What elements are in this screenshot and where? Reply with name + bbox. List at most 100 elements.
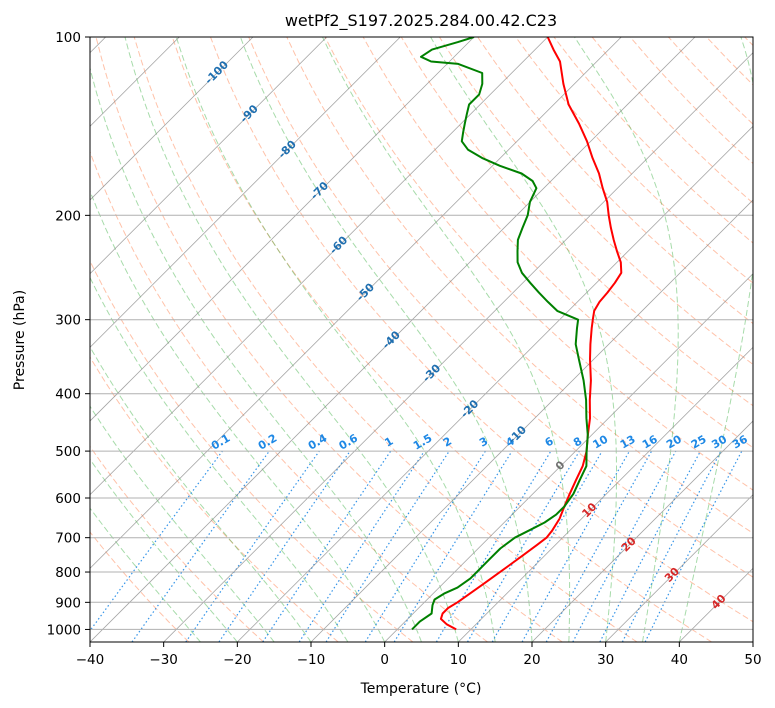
isotherm-label: 0: [553, 458, 568, 473]
x-tick-label: −10: [297, 652, 326, 668]
mixing-ratio-label: 13: [618, 433, 638, 452]
isotherm-label: 40: [709, 592, 729, 612]
mixing-ratio-line: [185, 450, 320, 642]
mixing-ratio-label: 0.4: [306, 431, 330, 452]
y-tick-label: 700: [55, 531, 81, 547]
isotherm-gridline: [237, 125, 753, 642]
mixing-ratio-label: 16: [640, 432, 660, 451]
y-axis: 100 200 300 400 500 600 700 800 900 1000: [47, 30, 90, 638]
isotherm-label: -90: [238, 102, 261, 125]
mixing-ratio-label: 25: [689, 433, 709, 452]
moist-adiabat: [574, 37, 679, 642]
x-axis: −40 −30 −20 −10 0 10 20 30 40 50: [76, 642, 762, 668]
isotherm-gridline: [531, 420, 753, 642]
mixing-ratio-line: [325, 450, 450, 642]
dry-adiabat: [95, 37, 563, 642]
mixing-ratio-line: [644, 450, 743, 642]
x-axis-label: Temperature (°C): [360, 681, 482, 697]
moist-adiabat: [239, 37, 533, 642]
plot-frame: [89, 36, 754, 643]
y-tick-label: 800: [55, 565, 81, 581]
y-tick-label: 900: [55, 595, 81, 611]
mixing-ratio-label: 10: [590, 432, 610, 451]
moist-adiabat: [175, 37, 496, 642]
isotherm-label: -50: [354, 280, 377, 303]
reference-lines: [90, 37, 753, 642]
isotherm-gridline: [163, 52, 753, 642]
mixing-ratio-line: [572, 450, 677, 642]
dry-adiabat: [744, 37, 753, 47]
isotherm-gridline: [605, 494, 753, 642]
series-line-2: [411, 37, 589, 631]
isotherm-label: -40: [380, 328, 403, 351]
y-tick-label: 100: [55, 30, 81, 46]
isotherm-gridline: [90, 37, 475, 422]
dry-adiabat: [171, 37, 712, 642]
isotherm-label: 30: [662, 565, 682, 585]
dry-adiabat: [668, 37, 753, 125]
y-tick-label: 500: [55, 444, 81, 460]
dry-adiabat: [706, 37, 753, 86]
mixing-ratio-line: [298, 450, 425, 642]
x-tick-label: 20: [523, 652, 540, 668]
y-tick-label: 600: [55, 491, 81, 507]
mixing-ratio-line: [545, 450, 653, 642]
dry-adiabat: [90, 356, 339, 642]
moist-adiabat: [678, 37, 753, 642]
x-tick-label: 0: [380, 652, 389, 668]
y-tick-label: 1000: [47, 622, 81, 638]
mixing-ratio-line: [521, 450, 631, 642]
isotherm-gridline: [310, 199, 753, 642]
mixing-ratio-label: 30: [709, 432, 729, 451]
chart-title: wetPf2_S197.2025.284.00.42.C23: [285, 11, 557, 31]
mixing-ratio-line: [90, 450, 223, 632]
isotherm-label: -60: [327, 233, 350, 256]
x-tick-label: 10: [450, 652, 467, 668]
series-group: [411, 37, 623, 631]
isotherm-gridline: [90, 37, 548, 496]
mixing-ratio-line: [262, 450, 392, 642]
moist-adiabat: [90, 345, 312, 642]
isotherm-gridline: [384, 273, 753, 642]
moist-adiabat: [322, 37, 571, 642]
mixing-ratio-label: 1.5: [411, 432, 434, 453]
moist-adiabat: [90, 276, 349, 642]
x-tick-label: 50: [744, 652, 761, 668]
dry-adiabat: [90, 531, 190, 642]
mixing-ratio-line: [393, 450, 513, 642]
mixing-ratio-label: 1: [382, 435, 395, 450]
dry-adiabat: [515, 37, 753, 284]
moist-adiabat: [90, 189, 386, 642]
dry-adiabat: [438, 37, 753, 366]
isotherm-label: -80: [276, 138, 299, 161]
y-axis-label: Pressure (hPa): [12, 290, 28, 390]
mixing-ratio-label: 20: [664, 432, 684, 451]
isotherm-gridline: [90, 37, 622, 569]
grid: [90, 37, 753, 642]
mixing-ratio-label: 3: [477, 435, 490, 450]
mixing-ratio-label: 8: [571, 435, 584, 450]
moist-adiabat: [90, 458, 238, 642]
mixing-ratio-line: [218, 450, 351, 642]
y-tick-label: 200: [55, 208, 81, 224]
dry-adiabat: [90, 445, 264, 642]
y-tick-label: 400: [55, 387, 81, 403]
isotherm-gridline: [752, 641, 753, 642]
isotherm-gridline: [679, 567, 753, 642]
mixing-ratio-label: 0.1: [209, 432, 232, 453]
moist-adiabat: [90, 507, 201, 642]
mixing-ratio-line: [131, 450, 270, 642]
x-tick-label: −40: [76, 652, 105, 668]
isotherm-gridline: [90, 37, 401, 348]
moist-adiabat: [90, 65, 422, 642]
isotherm-gridline: [90, 37, 254, 201]
isotherm-gridline: [458, 346, 753, 642]
y-tick-label: 300: [55, 313, 81, 329]
isotherm-gridline: [90, 37, 327, 275]
moist-adiabat: [430, 37, 617, 642]
dry-adiabat: [400, 37, 753, 407]
x-tick-label: 30: [597, 652, 614, 668]
dry-adiabat: [591, 37, 753, 204]
dry-adiabat: [210, 37, 753, 623]
